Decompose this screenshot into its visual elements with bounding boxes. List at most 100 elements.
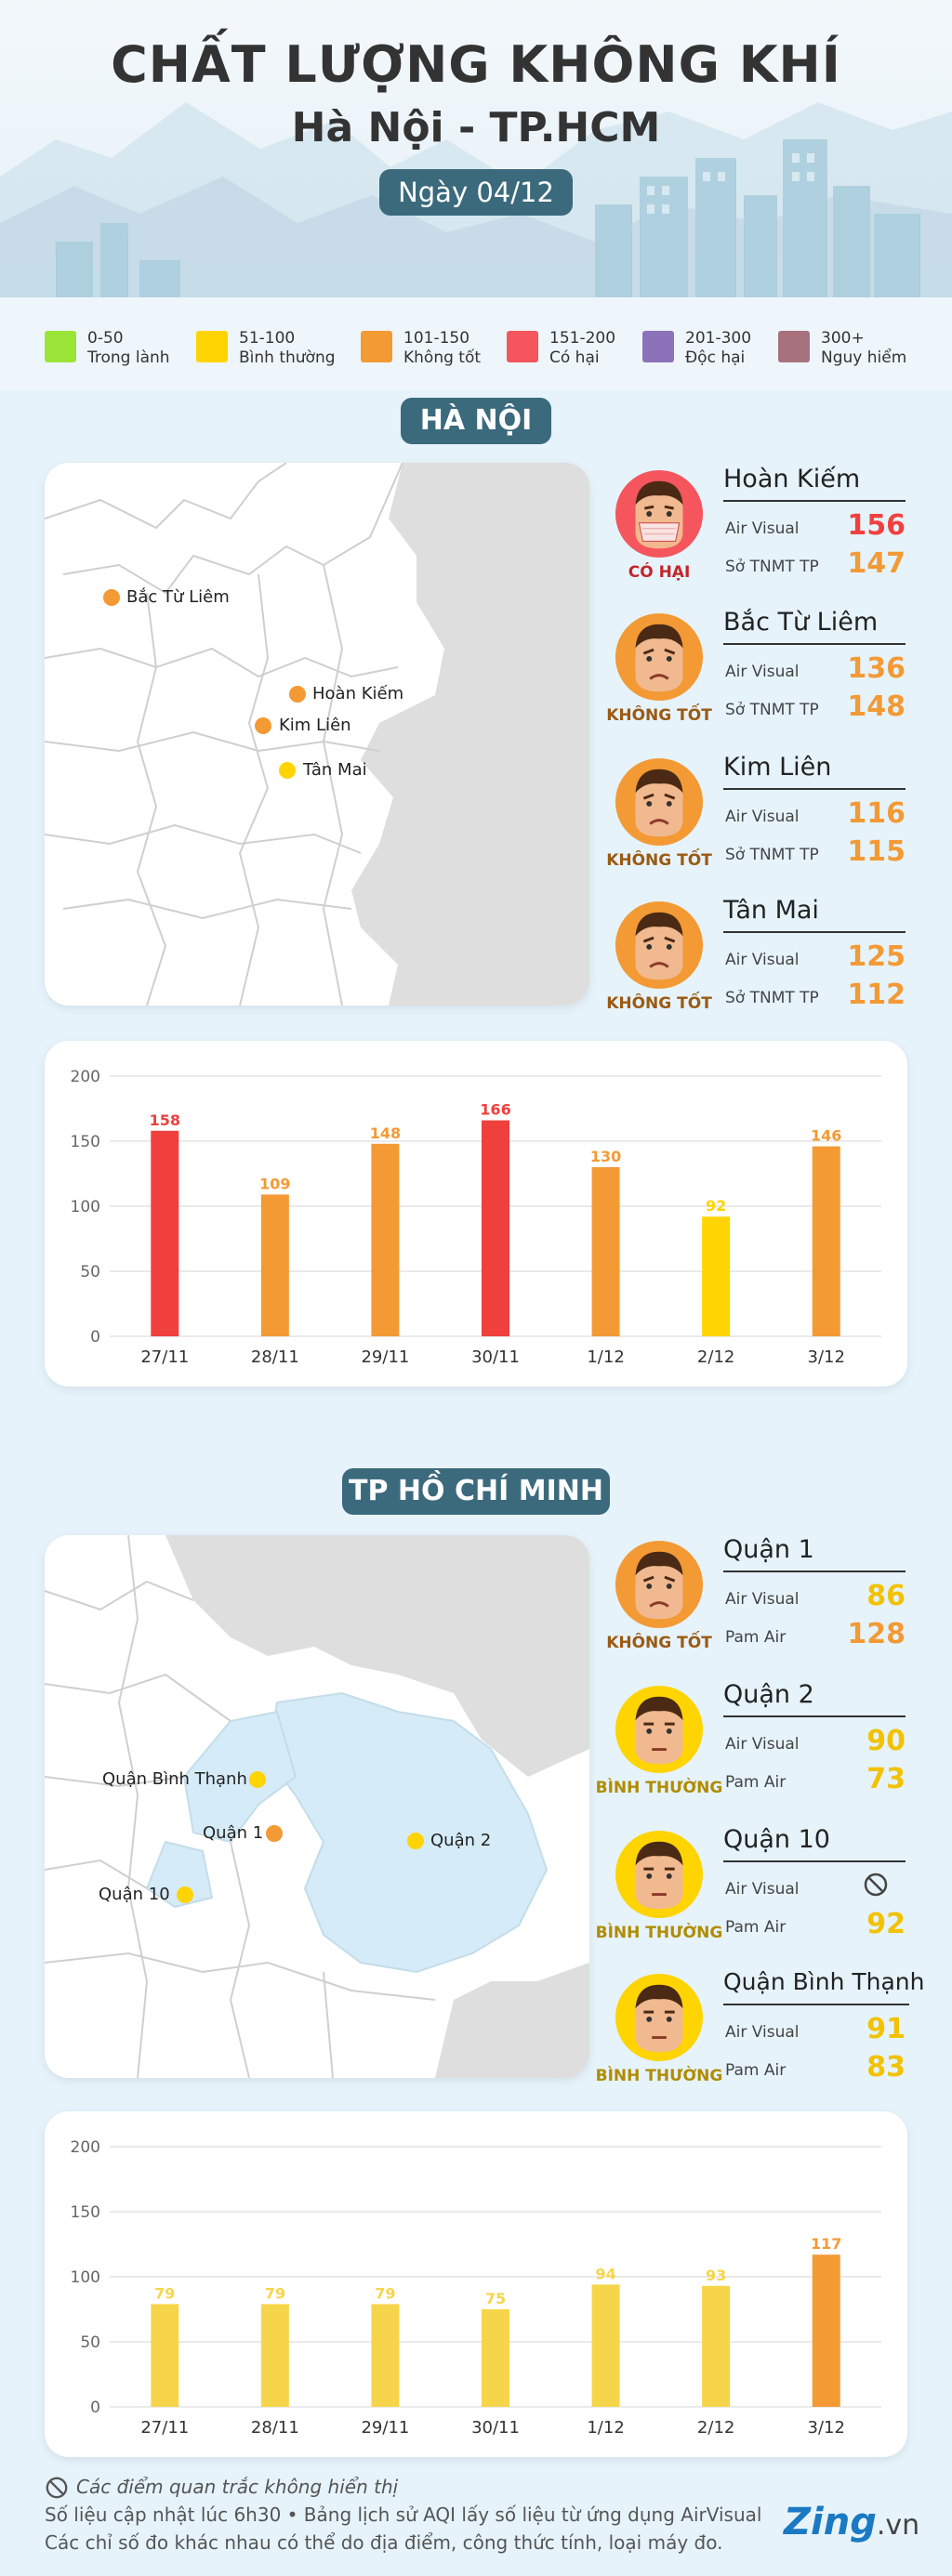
data-label: 79 [265,2284,285,2302]
data-label: 117 [811,2235,841,2253]
footnote-update: Số liệu cập nhật lúc 6h30 • Bảng lịch sử… [45,2504,762,2526]
aqi-value: 128 [847,1618,906,1650]
aqi-legend: 0-50 Trong lành 51-100 Bình thường 101-1… [45,329,919,372]
source-label: Pam Air [725,2061,787,2080]
face-masked-icon [615,469,704,559]
status-label: KHÔNG TỐT [606,706,712,725]
source-label: Air Visual [725,663,800,681]
hcm-map: Quận Bình Thạnh Quận 1 Quận 2 Quận 10 [45,1535,589,2078]
hcm-chart-svg: 0 50 100 150 200 79 27/11 79 28/11 79 29/11 75 30/11… [71,2138,881,2438]
legend-swatch [361,331,392,362]
legend-range: 300+ [821,329,865,348]
station-card-quan-2: BÌNH THƯỜNG Quận 2 Air Visual 90 Pam Air… [596,1680,913,1823]
data-label: 109 [259,1175,290,1192]
aqi-value: 116 [847,797,906,830]
y-tick-label: 200 [71,2138,100,2157]
y-tick-label: 100 [71,2268,100,2287]
data-label: 94 [595,2265,615,2282]
legend-range: 151-200 [549,329,616,348]
source-label: Air Visual [725,1590,800,1609]
hcm-map-shapes [45,1535,589,2078]
map-label: Bắc Từ Liêm [126,587,230,607]
status-label: KHÔNG TỐT [606,994,712,1013]
source-label: Pam Air [725,1628,787,1647]
x-tick-label: 30/11 [471,2418,520,2438]
zing-logo[interactable]: Zing.vn [784,2501,919,2543]
footnote-difference: Các chỉ số đo khác nhau có thể do địa đi… [45,2531,723,2554]
divider [723,2004,909,2005]
source-label: Pam Air [725,1918,787,1937]
data-label: 166 [480,1101,510,1119]
date-badge: Ngày 04/12 [379,169,573,216]
data-label: 79 [154,2284,175,2302]
bar [260,1194,289,1336]
legend-range: 101-150 [403,329,470,348]
map-label: Quận 2 [430,1831,492,1850]
station-card-binh-thanh: BÌNH THƯỜNG Quận Bình Thạnh Air Visual 9… [596,1968,925,2111]
station-dot-binh-thanh [249,1771,266,1788]
source-label: Air Visual [725,951,800,969]
source-label: Sở TNMT TP [725,846,819,864]
station-dot-tan-mai [279,762,296,779]
station-card-hoan-kiem: CÓ HẠI Hoàn Kiếm Air Visual 156 Sở TNMT … [606,465,913,608]
bar [371,1143,400,1336]
x-tick-label: 28/11 [251,1347,299,1367]
hanoi-chart-svg: 0 50 100 150 200 158 27/11 109 28/11 148 29/11 166 3… [71,1068,881,1367]
bar [702,2285,731,2407]
legend-swatch [642,331,674,362]
aqi-value: 92 [866,1908,906,1940]
aqi-value: 112 [847,979,906,1011]
y-tick-label: 50 [80,2333,100,2352]
divider [723,500,906,502]
aqi-value: 83 [866,2051,906,2083]
bar [482,1120,509,1336]
station-name: Quận Bình Thạnh [723,1968,925,1995]
status-label: CÓ HẠI [628,563,691,582]
bar [591,2284,620,2407]
bar [812,2254,840,2407]
x-tick-label: 28/11 [251,2418,299,2438]
divider [723,1860,906,1862]
data-label: 146 [811,1127,841,1145]
x-tick-label: 29/11 [361,2418,409,2438]
aqi-value: 73 [866,1763,906,1795]
source-label: Sở TNMT TP [725,558,819,576]
face-unhappy-icon [615,612,704,702]
y-tick-label: 200 [71,1068,100,1086]
y-tick-label: 50 [80,1263,100,1281]
data-label: 92 [706,1197,726,1215]
face-neutral-icon [615,1830,704,1919]
legend-swatch [507,331,538,362]
hanoi-map-shapes [45,463,589,1005]
aqi-value: 90 [866,1725,906,1757]
aqi-value: 86 [866,1580,906,1612]
station-name: Bắc Từ Liêm [723,608,879,637]
station-dot-hoan-kiem [289,686,306,703]
hanoi-map: Bắc Từ Liêm Hoàn Kiếm Kim Liên Tân Mai [45,463,589,1005]
source-label: Air Visual [725,1880,800,1899]
data-label: 93 [706,2267,726,2284]
source-label: Air Visual [725,1735,800,1754]
source-label: Sở TNMT TP [725,701,819,719]
map-label: Kim Liên [279,716,351,735]
bar [371,2304,400,2407]
legend-range: 0-50 [87,329,124,348]
bar [482,2309,509,2407]
bar [151,2304,179,2407]
aqi-value: 91 [866,2013,906,2045]
status-label: BÌNH THƯỜNG [595,1779,723,1797]
y-tick-label: 150 [71,1133,100,1151]
aqi-value: 115 [847,835,906,868]
source-label: Air Visual [725,2023,800,2042]
legend-label: Nguy hiểm [821,348,907,367]
bar [812,1146,840,1336]
aqi-value: 147 [847,547,906,580]
station-card-quan-10: BÌNH THƯỜNG Quận 10 Air Visual Pam Air 9… [596,1825,913,1968]
aqi-value: 125 [847,940,906,973]
x-tick-label: 2/12 [697,1347,734,1367]
x-tick-label: 2/12 [697,2418,734,2438]
station-dot-quan-10 [177,1886,193,1903]
x-tick-label: 27/11 [140,1347,189,1367]
station-dot-kim-lien [255,717,271,734]
x-tick-label: 3/12 [808,2418,845,2438]
